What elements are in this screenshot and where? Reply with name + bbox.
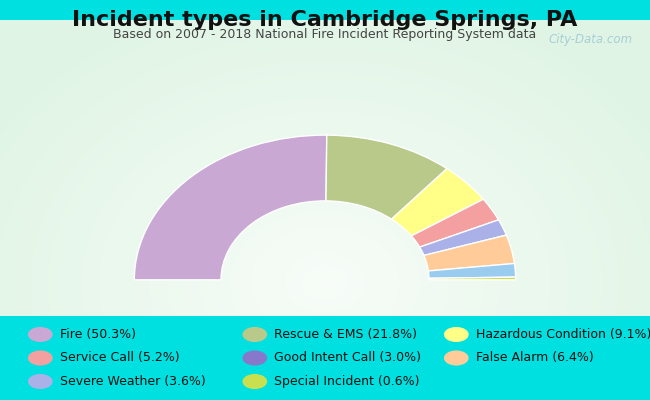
Wedge shape xyxy=(424,235,514,271)
Ellipse shape xyxy=(28,350,53,366)
Wedge shape xyxy=(428,264,515,278)
Ellipse shape xyxy=(444,327,469,342)
Text: Good Intent Call (3.0%): Good Intent Call (3.0%) xyxy=(274,352,421,364)
Ellipse shape xyxy=(242,374,267,389)
Wedge shape xyxy=(411,199,499,247)
Ellipse shape xyxy=(242,350,267,366)
Text: Severe Weather (3.6%): Severe Weather (3.6%) xyxy=(60,375,205,388)
Ellipse shape xyxy=(444,350,469,366)
Text: Rescue & EMS (21.8%): Rescue & EMS (21.8%) xyxy=(274,328,417,341)
Text: Hazardous Condition (9.1%): Hazardous Condition (9.1%) xyxy=(476,328,650,341)
Text: City-Data.com: City-Data.com xyxy=(549,33,632,46)
Wedge shape xyxy=(429,277,515,280)
Ellipse shape xyxy=(28,327,53,342)
Text: Special Incident (0.6%): Special Incident (0.6%) xyxy=(274,375,420,388)
Wedge shape xyxy=(326,135,447,219)
Wedge shape xyxy=(391,169,484,236)
Text: Incident types in Cambridge Springs, PA: Incident types in Cambridge Springs, PA xyxy=(72,10,578,30)
Text: Fire (50.3%): Fire (50.3%) xyxy=(60,328,136,341)
Wedge shape xyxy=(420,220,506,256)
Text: Based on 2007 - 2018 National Fire Incident Reporting System data: Based on 2007 - 2018 National Fire Incid… xyxy=(113,28,537,41)
Text: Service Call (5.2%): Service Call (5.2%) xyxy=(60,352,179,364)
Text: False Alarm (6.4%): False Alarm (6.4%) xyxy=(476,352,593,364)
Wedge shape xyxy=(135,135,327,280)
Ellipse shape xyxy=(242,327,267,342)
Ellipse shape xyxy=(28,374,53,389)
